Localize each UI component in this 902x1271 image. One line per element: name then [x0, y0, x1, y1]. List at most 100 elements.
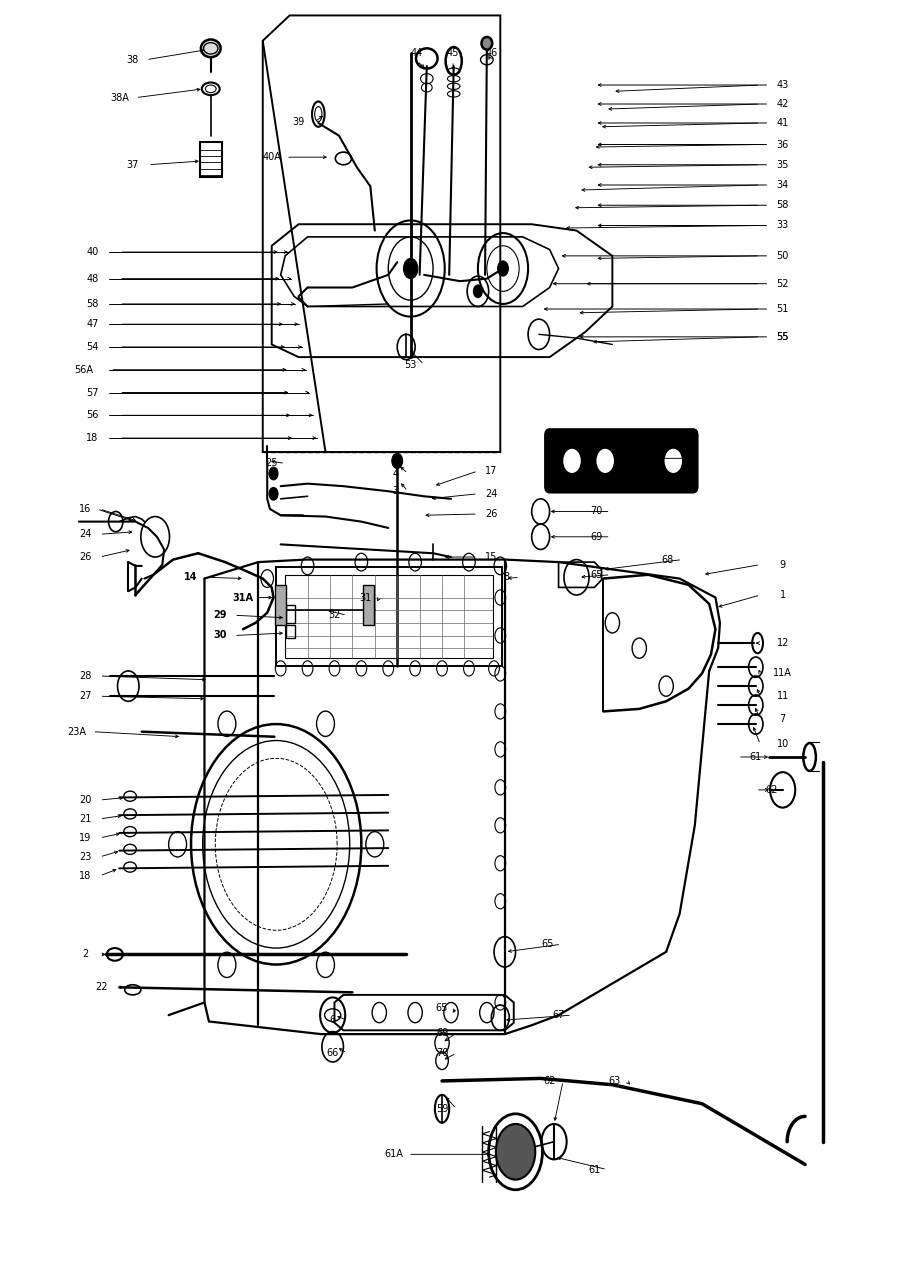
Text: 30: 30 — [213, 630, 226, 641]
Text: 54: 54 — [87, 342, 98, 352]
Text: 56A: 56A — [74, 365, 93, 375]
Text: 62: 62 — [766, 785, 778, 794]
Text: 32: 32 — [328, 610, 341, 620]
Bar — [200, 142, 222, 178]
Text: 70: 70 — [590, 506, 603, 516]
Text: 55: 55 — [777, 332, 789, 342]
Text: 68: 68 — [662, 554, 674, 564]
Text: 11A: 11A — [773, 669, 792, 679]
Text: 18: 18 — [79, 871, 91, 881]
Text: 7: 7 — [779, 714, 786, 724]
Text: 64: 64 — [615, 454, 628, 464]
Text: 53: 53 — [404, 360, 417, 370]
Text: 38A: 38A — [110, 93, 129, 103]
Text: 43: 43 — [777, 80, 789, 90]
Text: 20: 20 — [79, 794, 91, 805]
FancyBboxPatch shape — [545, 430, 697, 492]
Text: 39: 39 — [292, 117, 305, 127]
Circle shape — [269, 488, 278, 500]
Text: 44: 44 — [410, 48, 423, 58]
Text: 70: 70 — [436, 1049, 448, 1057]
Text: 66: 66 — [327, 1049, 339, 1057]
Text: 12: 12 — [777, 638, 789, 648]
Ellipse shape — [201, 39, 221, 57]
Text: 41: 41 — [777, 118, 789, 128]
Text: 47: 47 — [87, 319, 98, 329]
Text: 8: 8 — [503, 572, 510, 582]
Text: 9: 9 — [779, 559, 786, 569]
Bar — [286, 625, 295, 638]
Ellipse shape — [482, 37, 492, 50]
Bar — [276, 567, 502, 666]
Text: 34: 34 — [777, 180, 789, 189]
Circle shape — [391, 454, 402, 469]
Text: 6: 6 — [329, 1016, 336, 1026]
Text: 45: 45 — [446, 48, 459, 58]
Text: 16: 16 — [79, 505, 91, 513]
Text: 31A: 31A — [233, 592, 253, 602]
Circle shape — [666, 450, 681, 473]
Text: 4: 4 — [392, 469, 399, 478]
Text: 55: 55 — [777, 332, 789, 342]
Text: 65: 65 — [590, 569, 603, 580]
Circle shape — [403, 258, 418, 278]
Text: 29: 29 — [213, 610, 226, 620]
Text: 37: 37 — [126, 160, 139, 170]
Circle shape — [498, 261, 509, 276]
Text: 27: 27 — [79, 691, 91, 702]
Text: 3: 3 — [392, 487, 399, 496]
Circle shape — [269, 468, 278, 480]
Text: 14: 14 — [184, 572, 198, 582]
Text: 57: 57 — [87, 388, 98, 398]
Text: 61A: 61A — [384, 1149, 403, 1159]
Text: 24: 24 — [485, 489, 498, 498]
Text: 61: 61 — [750, 752, 762, 763]
Text: 50: 50 — [777, 250, 789, 261]
Text: 42: 42 — [777, 99, 789, 109]
Text: 67: 67 — [552, 1010, 565, 1021]
Text: 59: 59 — [436, 1103, 448, 1113]
Text: 33: 33 — [777, 220, 789, 230]
Text: 24: 24 — [79, 529, 91, 539]
Text: 10: 10 — [777, 740, 789, 750]
Text: 21: 21 — [79, 813, 91, 824]
Text: 26: 26 — [485, 508, 498, 519]
Text: 65: 65 — [436, 1003, 448, 1013]
Text: 58: 58 — [87, 299, 98, 309]
Text: 17: 17 — [485, 466, 498, 477]
Text: 40: 40 — [87, 247, 98, 257]
Circle shape — [496, 1124, 535, 1179]
Text: 69: 69 — [590, 531, 603, 541]
Text: 28: 28 — [79, 671, 91, 681]
Text: 19: 19 — [79, 833, 91, 843]
Text: 40A: 40A — [262, 153, 281, 163]
Text: 48: 48 — [87, 273, 98, 283]
Text: 31: 31 — [360, 592, 372, 602]
Text: 1: 1 — [779, 590, 786, 600]
Text: 38: 38 — [126, 55, 139, 65]
Circle shape — [474, 285, 483, 297]
Text: 25: 25 — [265, 459, 278, 469]
Text: 52: 52 — [777, 278, 789, 289]
Text: 22: 22 — [95, 982, 107, 993]
Text: 11: 11 — [777, 691, 789, 702]
Text: 26: 26 — [79, 552, 91, 562]
Text: 51: 51 — [777, 304, 789, 314]
Text: 35: 35 — [777, 160, 789, 170]
Bar — [286, 605, 295, 623]
Text: 56: 56 — [87, 411, 98, 421]
Text: 63: 63 — [608, 1077, 621, 1085]
Text: 46: 46 — [485, 48, 498, 58]
Text: 69: 69 — [436, 1028, 448, 1038]
Text: 23A: 23A — [67, 727, 86, 737]
Bar — [275, 585, 286, 625]
Text: 2: 2 — [82, 949, 88, 960]
Circle shape — [564, 450, 580, 473]
Text: 58: 58 — [777, 201, 789, 210]
Circle shape — [597, 450, 613, 473]
Text: 65: 65 — [541, 939, 554, 949]
Bar — [364, 585, 374, 625]
Text: 15: 15 — [485, 552, 498, 562]
Text: 18: 18 — [87, 433, 98, 444]
Text: 23: 23 — [79, 852, 91, 862]
